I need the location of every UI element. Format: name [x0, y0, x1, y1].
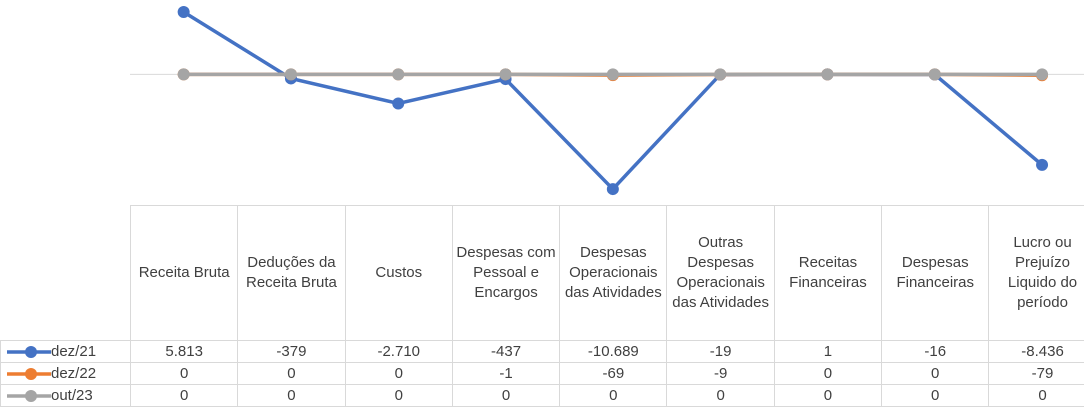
legend-entry: dez/22: [0, 362, 131, 385]
legend-marker: [25, 346, 37, 359]
value-cell: 0: [559, 384, 668, 407]
legend-entry: dez/21: [0, 340, 131, 363]
point: [606, 183, 619, 196]
value-cell: -1: [451, 362, 561, 385]
value-cell: -8.436: [988, 340, 1084, 363]
point: [714, 68, 727, 81]
value-cell: 0: [129, 362, 239, 385]
value-cell: -19: [666, 340, 775, 363]
value-cell: 0: [666, 384, 775, 407]
legend-marker: [25, 390, 37, 403]
point: [392, 97, 405, 110]
point: [499, 68, 512, 81]
legend-key: [7, 368, 51, 381]
point: [606, 68, 619, 81]
value-cell: 0: [881, 362, 990, 385]
category-label: Receitas Financeiras: [773, 205, 883, 341]
value-cell: 1: [773, 340, 883, 363]
value-cell: -69: [559, 362, 668, 385]
blank-cell: [0, 205, 131, 341]
plot-area: [130, 6, 1084, 196]
value-cell: -2.710: [344, 340, 453, 363]
series-line: [182, 10, 1044, 192]
category-label: Lucro ou Prejuízo Liquido do período: [988, 205, 1084, 341]
point: [1036, 158, 1049, 171]
legend-label: out/23: [51, 387, 93, 404]
category-label: Despesas Operacionais das Atividades: [559, 205, 668, 341]
point: [928, 68, 941, 81]
value-cell: -379: [237, 340, 346, 363]
category-label: Deduções da Receita Bruta: [237, 205, 346, 341]
value-cell: -16: [881, 340, 990, 363]
value-cell: 5.813: [129, 340, 239, 363]
category-label: Outras Despesas Operacionais das Ativida…: [666, 205, 775, 341]
value-cell: -9: [666, 362, 775, 385]
value-cell: -79: [988, 362, 1084, 385]
legend-label: dez/21: [51, 343, 97, 360]
data-table: Receita Bruta Deduções da Receita Bruta Cu…: [0, 205, 1084, 407]
point: [284, 68, 297, 81]
category-label: Receita Bruta: [129, 205, 239, 341]
value-cell: 0: [237, 362, 346, 385]
legend-entry: out/23: [0, 384, 131, 407]
value-cell: -10.689: [559, 340, 668, 363]
category-label: Custos: [344, 205, 453, 341]
point: [392, 68, 405, 81]
value-cell: 0: [129, 384, 239, 407]
value-cell: 0: [451, 384, 561, 407]
category-label: Despesas Financeiras: [881, 205, 990, 341]
value-cell: 0: [988, 384, 1084, 407]
value-cell: 0: [773, 362, 883, 385]
point: [1036, 68, 1049, 81]
point: [177, 6, 190, 19]
legend-key: [7, 390, 51, 403]
category-label: Despesas com Pessoal e Encargos: [451, 205, 561, 341]
value-cell: -437: [451, 340, 561, 363]
legend-label: dez/22: [51, 365, 97, 382]
value-cell: 0: [773, 384, 883, 407]
point: [177, 68, 190, 81]
value-cell: 0: [344, 384, 453, 407]
legend-marker: [25, 368, 37, 381]
point: [821, 68, 834, 81]
legend-key: [7, 346, 51, 359]
value-cell: 0: [344, 362, 453, 385]
value-cell: 0: [237, 384, 346, 407]
value-cell: 0: [881, 384, 990, 407]
